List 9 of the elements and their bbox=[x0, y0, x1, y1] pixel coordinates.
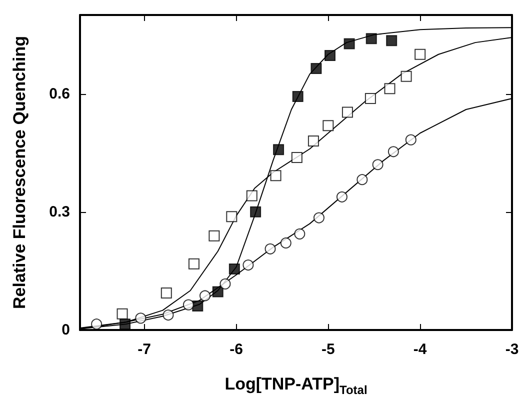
x-tick-label: -7 bbox=[138, 341, 152, 358]
y-tick-label: 0.3 bbox=[49, 203, 70, 220]
x-tick-label: -5 bbox=[322, 341, 335, 358]
x-tick-label: -6 bbox=[230, 341, 243, 358]
y-axis-title: Relative Fluorescence Quenching bbox=[10, 36, 29, 310]
x-tick-label: -3 bbox=[505, 341, 519, 358]
y-tick-label: 0 bbox=[62, 322, 70, 338]
y-tick-label: 0.6 bbox=[49, 85, 70, 102]
x-tick-label: -4 bbox=[413, 341, 428, 358]
